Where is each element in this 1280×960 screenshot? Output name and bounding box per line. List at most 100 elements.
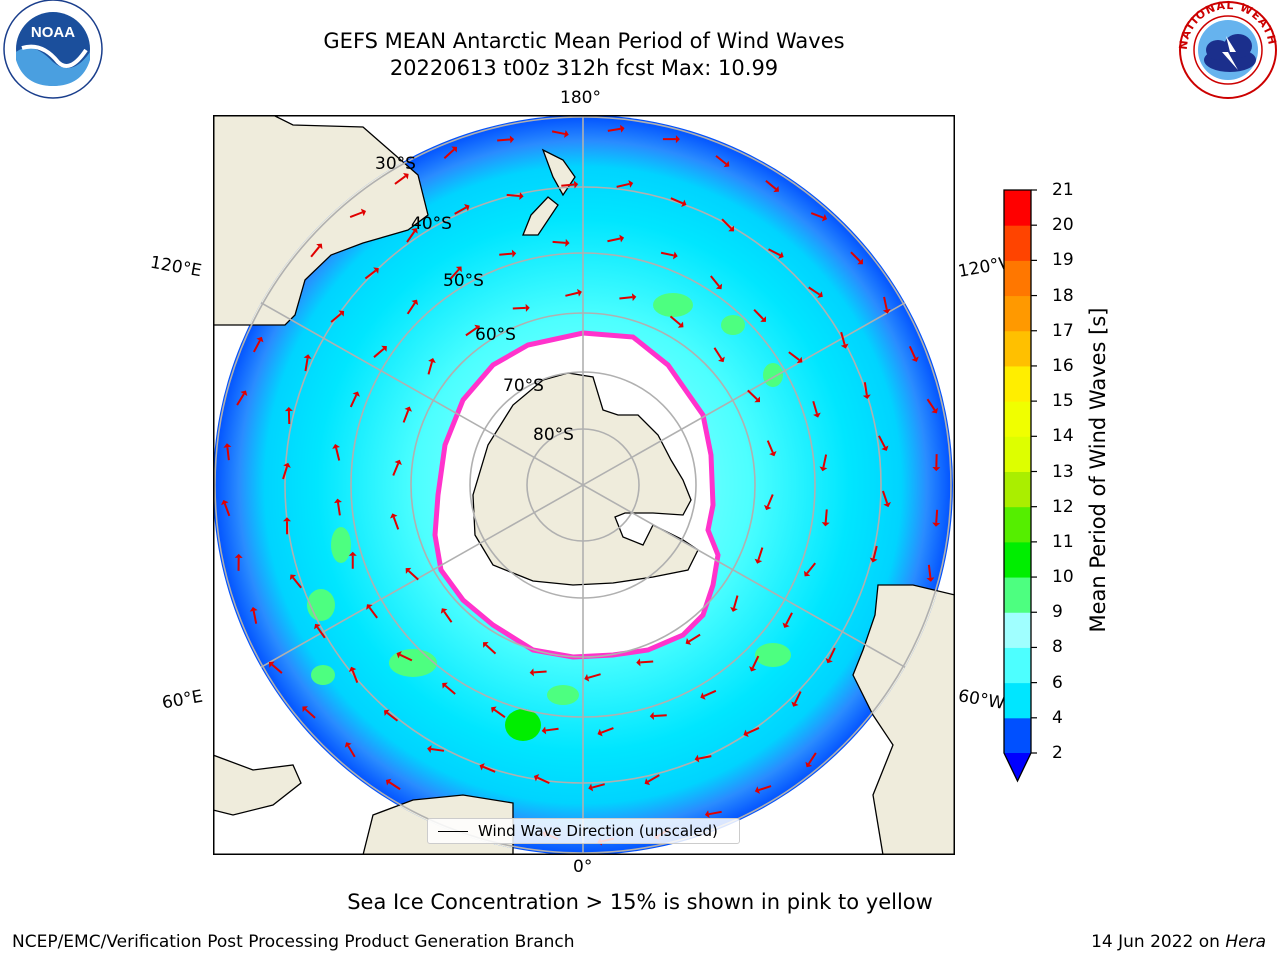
wave-direction-arrow-head [511,249,517,258]
wave-direction-arrow-shaft [349,211,363,218]
colorbar-tick-label: 8 [1052,637,1063,658]
wave-direction-arrow-head [338,310,345,317]
wave-direction-arrow-head [344,742,352,748]
wave-direction-arrow-shaft [392,516,400,530]
wave-direction-arrow-shaft [392,463,400,476]
colorbar-tick-label: 16 [1052,355,1074,376]
wave-direction-arrow-head [385,778,392,786]
wave-direction-arrow-shaft [465,327,478,337]
wave-direction-arrow-shaft [373,347,385,358]
wave-direction-arrow-shaft [443,148,455,159]
wave-direction-arrow-head [883,502,891,508]
wave-direction-arrow-head [234,553,243,558]
wave-direction-arrow-shaft [768,248,781,257]
wave-direction-arrow-head [256,336,264,343]
colorbar-segment [1004,506,1031,543]
wave-direction-arrow-head [284,406,293,412]
colorbar-segment [1004,577,1031,613]
wave-direction-arrow-head [813,412,821,418]
colorbar-tick-label: 17 [1052,320,1074,341]
wave-direction-arrow-shaft [449,268,460,280]
wave-direction-arrow-head [644,778,651,786]
colorbar-tick-label: 6 [1052,672,1063,693]
wave-direction-arrow-shaft [292,577,302,589]
wave-direction-arrow-shaft [669,315,682,326]
wave-direction-arrow-head [782,622,790,628]
wave-direction-arrow-shaft [533,670,547,674]
colorbar-tick-label: 12 [1052,496,1074,517]
wave-direction-arrow-shaft [499,252,513,256]
wave-direction-arrow-head [411,228,418,234]
colorbar-title: Mean Period of Wind Waves [s] [1086,307,1110,633]
wave-direction-arrow-head [464,204,470,211]
wave-direction-arrow-head [334,498,342,504]
lat-label-30s: 30°S [375,154,416,174]
wave-direction-arrow-head [636,658,641,667]
wave-direction-arrow-head [381,345,387,352]
colorbar-segment [1004,471,1031,508]
wave-direction-arrow-head [619,234,625,243]
wave-direction-arrow-head [440,608,448,614]
colorbar-segment [1004,190,1031,226]
wave-direction-arrow-shaft [824,509,828,523]
wave-direction-arrow-head [803,570,811,577]
wave-direction-arrow-shaft [512,306,526,310]
wave-direction-arrow-head [773,185,779,193]
wave-direction-arrow-shaft [698,755,712,760]
wave-direction-arrow-shaft [364,269,377,280]
wave-direction-arrow-head [373,267,379,274]
wave-direction-arrow-shaft [766,494,774,507]
wave-direction-arrow-shaft [708,810,722,816]
colorbar-tick-label: 21 [1052,180,1074,200]
wave-direction-arrow-shaft [443,610,453,623]
wave-direction-arrow-shaft [368,606,378,619]
wave-direction-arrow-head [479,763,485,771]
wave-direction-arrow-head [631,293,637,302]
wave-direction-arrow-shaft [223,503,231,517]
wave-direction-arrow-head [348,551,357,556]
colorbar-tick-label: 2 [1052,743,1063,763]
wave-direction-arrow-shaft [252,610,258,624]
colorbar-tick-label: 15 [1052,391,1074,412]
wave-direction-arrow-shaft [753,308,764,320]
colorbar-tick-label: 11 [1052,531,1074,552]
colorbar-segment [1004,541,1031,578]
wave-direction-arrow-shaft [883,296,888,310]
wave-direction-arrow-head [348,666,357,672]
wave-direction-arrow-shaft [619,296,633,300]
wave-direction-arrow-head [482,641,489,648]
lat-label-60s: 60°S [475,325,516,345]
sea-ice-note: Sea Ice Concentration > 15% is shown in … [347,890,933,914]
wave-direction-arrow-shaft [653,714,667,718]
latitude-labels: 30°S 40°S 50°S 60°S 70°S 80°S [375,154,574,445]
wave-direction-arrow-shaft [607,237,621,243]
wave-direction-arrow-head [405,567,412,574]
wave-direction-arrow-head [564,130,569,138]
wave-direction-arrow-shaft [493,708,506,719]
wave-direction-arrow-shaft [454,206,467,215]
wave-direction-arrow-head [303,354,312,359]
wave-direction-arrow-shaft [310,246,321,258]
lon-label-120e: 120°E [148,252,204,282]
chart-subtitle: 20220613 t00z 312h fcst Max: 10.99 [389,56,779,80]
colorbar [1003,189,1037,783]
map-panel: 30°S 40°S 50°S 60°S 70°S 80°S [213,115,955,855]
wave-direction-arrow-head [427,745,432,754]
wave-direction-arrow-head [314,623,321,630]
wave-direction-arrow-shaft [788,351,800,361]
wave-direction-arrow-shaft [647,774,660,783]
wave-direction-arrow-shaft [545,727,559,732]
colorbar-tick-label: 18 [1052,285,1074,306]
wave-direction-arrow-head [428,358,436,363]
colorbar-segment [1004,365,1031,402]
wave-direction-arrow-shaft [282,466,288,480]
wave-direction-arrow-head [869,557,878,563]
wave-direction-arrow-head [840,343,849,349]
wave-direction-arrow-head [332,444,340,449]
wave-direction-arrow-head [677,321,684,328]
wave-direction-arrow-shaft [591,783,605,789]
wave-direction-arrow-head [754,786,760,794]
wave-direction-arrow-head [268,661,275,668]
wave-direction-arrow-head [700,692,706,700]
wave-direction-arrow-shaft [402,409,410,423]
